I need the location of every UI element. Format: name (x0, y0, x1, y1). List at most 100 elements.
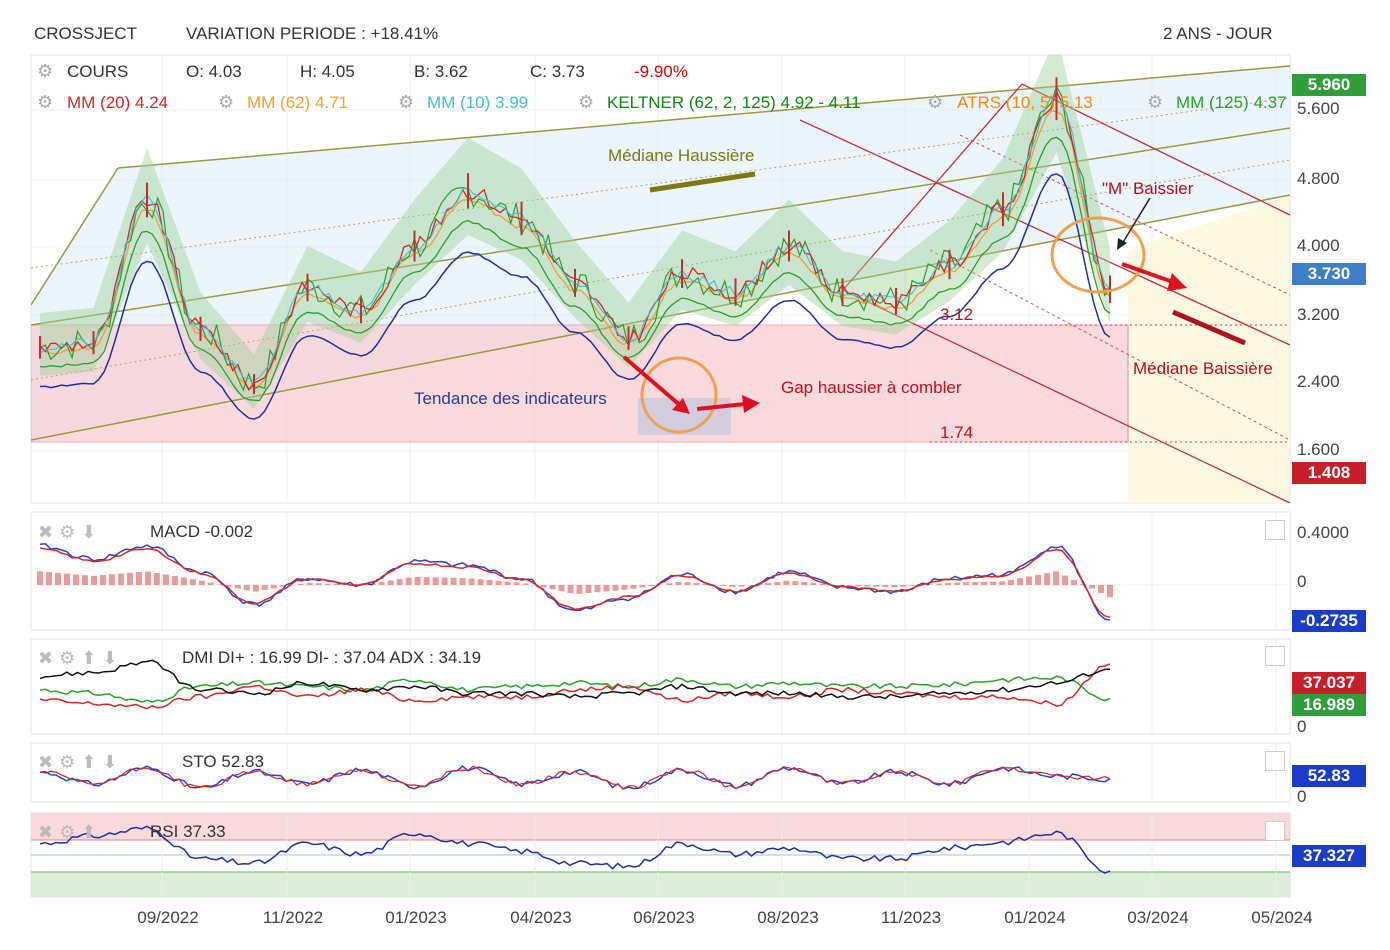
dmi-tools: ✖⚙⬆⬇ (38, 648, 123, 669)
macd-histogram-bar (108, 574, 115, 585)
gap-label: Gap haussier à combler (781, 378, 962, 397)
gear-icon[interactable]: ⚙ (59, 522, 82, 542)
cours-gear-icon[interactable]: ⚙ (37, 61, 54, 81)
pitchfork-lower (31, 194, 1290, 441)
macd-histogram-bar (630, 585, 637, 589)
macd-histogram-bar (999, 581, 1006, 585)
macd-histogram-bar (882, 585, 889, 587)
macd-histogram-bar (459, 578, 466, 585)
gear-icon[interactable]: ⚙ (59, 822, 82, 842)
macd-histogram-bar (981, 581, 988, 585)
m-baissier-arrow-head (1167, 273, 1187, 291)
series-line-di- (39, 663, 1111, 710)
x-tick-label: 11/2023 (880, 908, 942, 927)
macd-histogram-bar (648, 585, 655, 587)
rsi-oversold-zone (31, 872, 1290, 897)
macd-checkbox[interactable] (1265, 520, 1285, 540)
mm125-line (39, 136, 1111, 402)
mm10-gear-icon[interactable]: ⚙ (398, 92, 415, 112)
arrow-up-icon[interactable]: ⬆ (81, 822, 103, 842)
dmi-checkbox[interactable] (1265, 646, 1285, 666)
macd-histogram-bar (207, 582, 214, 585)
mm20-legend: MM (20) 4.24 (67, 93, 169, 112)
macd-histogram-bar (819, 583, 826, 585)
macd-y-tick: 0.4000 (1297, 523, 1349, 542)
arrow-down-icon[interactable]: ⬇ (81, 522, 103, 542)
macd-histogram-bar (1089, 585, 1096, 589)
pitchfork-handle (31, 167, 119, 306)
down-dotted-2 (929, 249, 1290, 441)
macd-histogram-bar (405, 577, 412, 585)
sto-checkbox[interactable] (1265, 751, 1285, 771)
keltner-band (40, 55, 1110, 409)
level-174-label: 1.74 (940, 423, 974, 442)
arrow-down-icon[interactable]: ⬇ (102, 752, 124, 772)
macd-histogram-bar (432, 577, 439, 585)
macd-histogram-bar (252, 585, 259, 592)
macd-histogram-bar (738, 585, 745, 587)
macd-histogram-bar (468, 578, 475, 585)
close-icon[interactable]: ✖ (38, 822, 60, 842)
series-line-rsi (39, 825, 1111, 874)
macd-histogram-bar (1107, 585, 1113, 598)
down-upper (1021, 83, 1290, 216)
keltner-gear-icon[interactable]: ⚙ (578, 92, 595, 112)
rsi-checkbox[interactable] (1265, 821, 1285, 841)
gear-icon[interactable]: ⚙ (59, 752, 82, 772)
m-baissier-circle (1050, 216, 1146, 294)
y-tick-label: 1.600 (1297, 440, 1340, 459)
macd-histogram-bar (765, 583, 772, 585)
arrow-up-icon[interactable]: ⬆ (81, 648, 103, 668)
macd-histogram-bar (792, 581, 799, 585)
atrs-gear-icon[interactable]: ⚙ (927, 92, 944, 112)
macd-histogram-bar (927, 584, 934, 585)
macd-y-tick: 0 (1297, 572, 1307, 591)
macd-tools: ✖⚙⬇ (38, 522, 102, 543)
period-selector[interactable]: 2 ANS - JOUR (1163, 24, 1273, 43)
mm10-legend: MM (10) 3.99 (427, 93, 529, 112)
macd-histogram-bar (441, 577, 448, 585)
sto-title: STO 52.83 (182, 752, 264, 771)
macd-histogram-bar (162, 574, 169, 585)
keltner-legend: KELTNER (62, 2, 125) 4.92 - 4.11 (607, 93, 861, 112)
macd-histogram-bar (1026, 576, 1033, 585)
macd-histogram-bar (945, 582, 952, 585)
macd-histogram-bar (891, 585, 898, 588)
mediane-haussiere-marker (649, 171, 756, 193)
macd-histogram-bar (387, 580, 394, 585)
down-dotted-1 (959, 134, 1290, 296)
y-tick-label: 4.000 (1297, 236, 1340, 255)
x-tick-label: 08/2023 (757, 908, 819, 927)
mm62-gear-icon[interactable]: ⚙ (218, 92, 235, 112)
macd-histogram-bar (972, 582, 979, 585)
macd-histogram-bar (99, 575, 106, 585)
macd-histogram-bar (153, 573, 160, 585)
arrow-up-icon[interactable]: ⬆ (81, 752, 103, 772)
macd-histogram-bar (324, 583, 331, 585)
x-tick-label: 06/2023 (633, 908, 695, 927)
x-tick-label: 05/2024 (1251, 908, 1313, 927)
mm125-gear-icon[interactable]: ⚙ (1147, 92, 1164, 112)
macd-histogram-bar (612, 585, 619, 591)
macd-histogram-bar (603, 585, 610, 592)
low-price-tag: 1.408 (1292, 462, 1366, 484)
down-handle (842, 83, 1023, 291)
macd-title: MACD -0.002 (150, 522, 253, 541)
macd-histogram-bar (477, 579, 484, 585)
close-icon[interactable]: ✖ (38, 648, 60, 668)
macd-histogram-bar (81, 575, 88, 585)
arrow-down-icon[interactable]: ⬇ (102, 648, 124, 668)
macd-histogram-bar (693, 582, 700, 585)
macd-panel (30, 511, 1291, 631)
close-icon[interactable]: ✖ (38, 522, 60, 542)
macd-histogram-bar (144, 571, 151, 585)
gear-icon[interactable]: ⚙ (59, 648, 82, 668)
close-icon[interactable]: ✖ (38, 752, 60, 772)
macd-histogram-bar (729, 585, 736, 587)
symbol-title: CROSSJECT (34, 24, 137, 43)
mm20-gear-icon[interactable]: ⚙ (37, 92, 54, 112)
x-tick-label: 09/2022 (137, 908, 199, 927)
macd-histogram-bar (801, 582, 808, 585)
macd-histogram-bar (873, 585, 880, 587)
macd-histogram-bar (270, 585, 277, 589)
